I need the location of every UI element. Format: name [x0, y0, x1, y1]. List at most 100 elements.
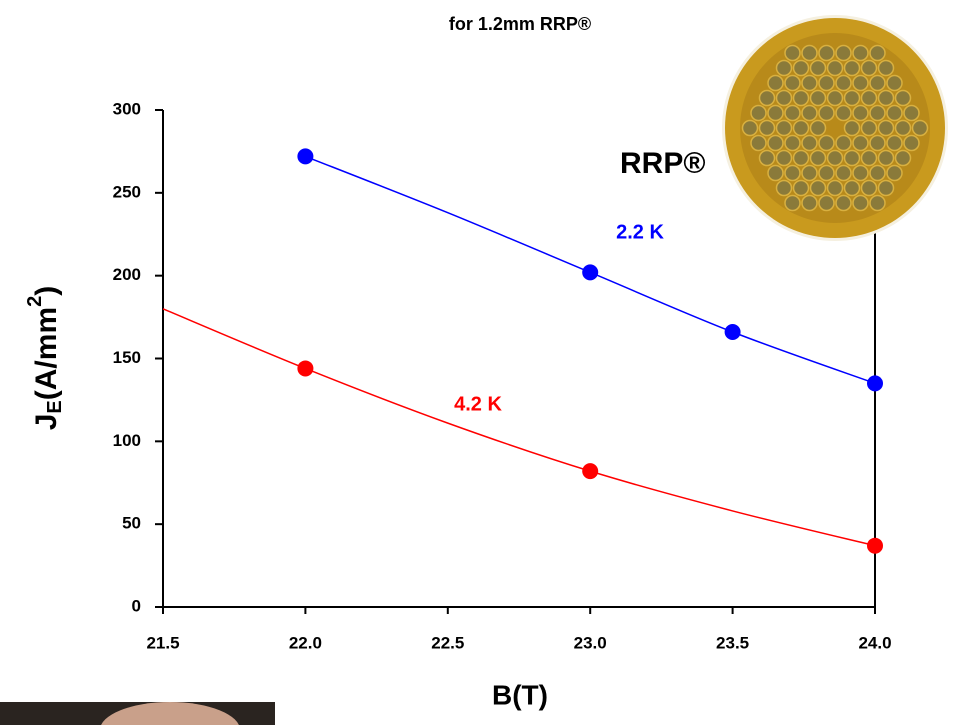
filament: [794, 61, 809, 76]
filament: [862, 61, 877, 76]
filament: [870, 46, 885, 61]
filament: [760, 121, 775, 136]
x-axis-label: B(T): [492, 679, 548, 710]
filament: [811, 181, 826, 196]
filament: [802, 76, 817, 91]
fit-line: [163, 309, 875, 546]
filament: [802, 196, 817, 211]
filament: [743, 121, 758, 136]
filament: [777, 151, 792, 166]
filament: [777, 121, 792, 136]
y-tick-label: 150: [113, 348, 141, 367]
chart-title: for 1.2mm RRP®: [449, 14, 591, 34]
filament: [751, 106, 766, 121]
filament: [904, 136, 919, 151]
point: [867, 375, 883, 391]
series-label: 4.2 K: [454, 393, 502, 415]
filament: [887, 136, 902, 151]
filament: [785, 136, 800, 151]
filament: [836, 136, 851, 151]
filament: [845, 181, 860, 196]
y-label-part: (A/mm: [30, 307, 63, 400]
filament: [862, 121, 877, 136]
point: [297, 360, 313, 376]
filament: [751, 136, 766, 151]
filament: [887, 166, 902, 181]
point: [582, 264, 598, 280]
filament: [794, 91, 809, 106]
filament: [853, 46, 868, 61]
filament: [862, 151, 877, 166]
filament: [819, 196, 834, 211]
y-tick-label: 300: [113, 99, 141, 118]
point: [725, 324, 741, 340]
filament: [785, 106, 800, 121]
filament: [802, 106, 817, 121]
filament: [802, 136, 817, 151]
annotation: RRP®: [620, 147, 705, 180]
filament: [819, 76, 834, 91]
filament: [845, 61, 860, 76]
filament: [870, 196, 885, 211]
x-tick-label: 23.0: [574, 633, 607, 652]
filament: [777, 181, 792, 196]
filament: [896, 151, 911, 166]
filament: [819, 166, 834, 181]
filament: [836, 46, 851, 61]
filament: [836, 196, 851, 211]
x-tick-label: 24.0: [858, 633, 891, 652]
filament: [760, 151, 775, 166]
y-label-part: ): [30, 286, 63, 296]
filament: [811, 151, 826, 166]
filament: [794, 121, 809, 136]
filament: [828, 61, 843, 76]
series-label: 2.2 K: [616, 221, 664, 243]
filament: [845, 151, 860, 166]
y-label-part: J: [30, 414, 63, 431]
chart: for 1.2mm RRP® B(T) JE(A/mm2) 0501001502…: [0, 0, 963, 725]
y-axis-label: JE(A/mm2): [24, 286, 66, 431]
filament: [853, 136, 868, 151]
filament: [777, 91, 792, 106]
filament: [845, 91, 860, 106]
filament: [853, 106, 868, 121]
y-tick-label: 0: [132, 596, 141, 615]
filament: [836, 106, 851, 121]
filament: [870, 166, 885, 181]
point: [297, 148, 313, 164]
wire-image: [722, 15, 948, 241]
filament: [896, 91, 911, 106]
point: [582, 463, 598, 479]
filament: [870, 76, 885, 91]
y-tick-label: 200: [113, 265, 141, 284]
x-tick-label: 23.5: [716, 633, 749, 652]
filament: [811, 61, 826, 76]
filament: [862, 91, 877, 106]
y-tick-label: 100: [113, 431, 141, 450]
x-tick-label: 22.0: [289, 633, 322, 652]
point: [867, 538, 883, 554]
filament: [768, 76, 783, 91]
filament: [785, 196, 800, 211]
filament: [802, 46, 817, 61]
filament: [819, 106, 834, 121]
filament: [836, 166, 851, 181]
filament: [828, 151, 843, 166]
filament: [836, 76, 851, 91]
filament: [802, 166, 817, 181]
x-tick-label: 21.5: [146, 633, 179, 652]
filament: [777, 61, 792, 76]
filament: [904, 106, 919, 121]
filament: [819, 46, 834, 61]
filament: [870, 136, 885, 151]
filament: [768, 166, 783, 181]
filament: [853, 196, 868, 211]
filament: [913, 121, 928, 136]
filament: [887, 106, 902, 121]
filament: [853, 166, 868, 181]
filament: [811, 91, 826, 106]
filament: [862, 181, 877, 196]
filament: [785, 76, 800, 91]
filament: [879, 151, 894, 166]
y-label-part: E: [44, 400, 66, 413]
